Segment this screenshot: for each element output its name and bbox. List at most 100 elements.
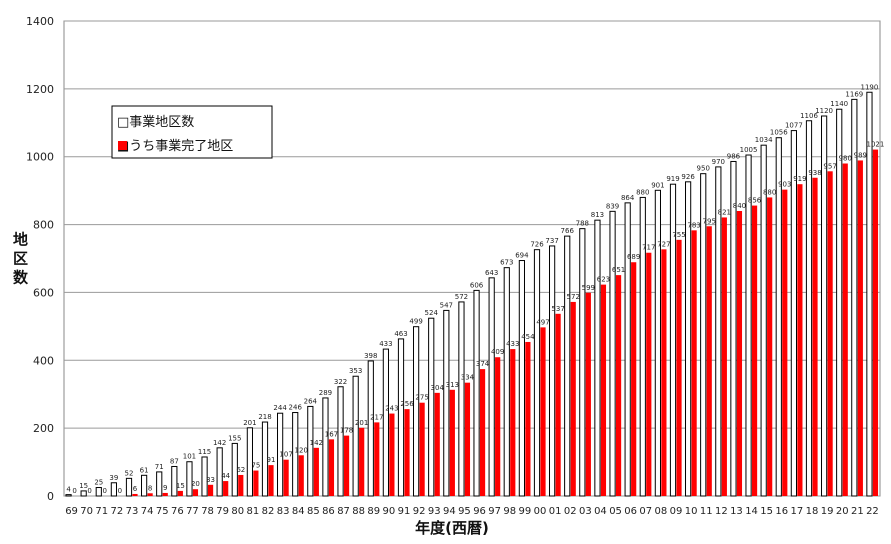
bar-completed <box>162 492 168 496</box>
data-label-total: 433 <box>379 340 392 348</box>
bar-total <box>428 317 435 497</box>
x-tick-label: 74 <box>141 506 154 517</box>
x-tick-label: 20 <box>836 506 849 517</box>
bar-completed <box>872 149 879 496</box>
data-label-total: 87 <box>170 457 179 465</box>
data-label-completed: 1021 <box>867 141 885 149</box>
data-label-total: 39 <box>109 474 118 482</box>
bar-total <box>488 277 495 497</box>
data-label-total: 398 <box>364 352 377 360</box>
bar-completed <box>207 484 214 496</box>
data-label-total: 901 <box>651 181 664 189</box>
bar-total <box>715 166 722 497</box>
bar-total <box>594 219 601 497</box>
x-tick-label: 76 <box>171 506 184 517</box>
data-label-completed: 91 <box>267 456 276 464</box>
bar-total <box>669 183 677 497</box>
data-label-completed: 755 <box>672 231 685 239</box>
bar-completed <box>842 163 848 496</box>
data-label-total: 813 <box>591 211 604 219</box>
data-label-total: 264 <box>304 397 318 405</box>
x-tick-label: 22 <box>866 506 879 517</box>
x-tick-label: 17 <box>791 506 804 517</box>
data-label-completed: 374 <box>476 360 490 368</box>
data-label-total: 1140 <box>830 100 848 108</box>
x-tick-label: 75 <box>156 506 169 517</box>
data-label-completed: 243 <box>385 405 398 413</box>
data-label-completed: 62 <box>236 466 245 474</box>
y-tick-label: 400 <box>33 354 54 367</box>
x-tick-label: 71 <box>95 506 108 517</box>
x-tick-label: 80 <box>231 506 244 517</box>
data-label-total: 986 <box>727 152 741 160</box>
x-tick-label: 79 <box>216 506 229 517</box>
bar-total <box>866 91 873 497</box>
bar-total <box>307 405 314 497</box>
y-tick-label: 200 <box>33 422 54 435</box>
bar-total <box>231 442 238 497</box>
data-label-completed: 651 <box>612 266 625 274</box>
x-tick-label: 98 <box>503 506 516 517</box>
x-tick-label: 11 <box>700 506 713 517</box>
bar-completed <box>449 389 455 496</box>
x-tick-label: 77 <box>186 506 199 517</box>
x-tick-label: 88 <box>352 506 365 517</box>
data-label-total: 673 <box>500 259 513 267</box>
data-label-completed: 433 <box>506 340 519 348</box>
data-label-total: 839 <box>606 202 619 210</box>
data-label-completed: 44 <box>221 472 230 480</box>
data-label-total: 499 <box>409 318 422 326</box>
data-label-total: 246 <box>289 404 303 412</box>
x-axis-title: 年度(西暦) <box>415 519 489 537</box>
x-tick-labels: 69 70 71 72 73 74 75 76 77 78 79 80 81 82 83 84 85 86 87 88… <box>65 506 879 517</box>
x-tick-label: 82 <box>262 506 275 517</box>
data-label-completed: 783 <box>687 221 700 229</box>
data-label-total: 4 <box>66 486 71 494</box>
data-label-completed: 334 <box>461 374 475 382</box>
data-label-total: 547 <box>440 301 453 309</box>
legend-swatch-completed <box>118 141 127 150</box>
x-tick-label: 05 <box>609 506 622 517</box>
bar-total <box>805 120 813 497</box>
legend: □事業地区数 ■うち事業完了地区 <box>111 105 273 159</box>
data-label-total: 970 <box>712 158 725 166</box>
x-tick-label: 03 <box>579 506 592 517</box>
data-label-completed: 454 <box>521 333 535 341</box>
bar-completed <box>404 409 410 496</box>
y-tick-labels: 0 200 400 600 800 1000 1200 1400 <box>26 15 54 503</box>
bar-completed <box>857 160 863 497</box>
data-label-total: 244 <box>273 404 287 412</box>
data-label-completed: 938 <box>808 169 821 177</box>
x-tick-label: 12 <box>715 506 728 517</box>
bar-completed <box>177 490 183 496</box>
bar-completed <box>253 470 259 496</box>
bar-completed <box>615 275 622 496</box>
data-label-completed: 304 <box>431 384 445 392</box>
bar-completed <box>510 349 516 496</box>
data-label-total: 101 <box>183 453 196 461</box>
x-tick-label: 89 <box>367 506 380 517</box>
y-tick-label: 800 <box>33 219 54 232</box>
bar-completed <box>585 292 591 496</box>
data-label-total: 950 <box>697 165 710 173</box>
x-tick-label: 87 <box>337 506 350 517</box>
x-tick-label: 08 <box>655 506 668 517</box>
x-tick-label: 86 <box>322 506 335 517</box>
bar-completed <box>479 369 486 496</box>
x-tick-label: 14 <box>745 506 758 517</box>
bar-total <box>685 181 692 497</box>
x-tick-label: 16 <box>775 506 788 517</box>
data-label-total: 606 <box>470 281 484 289</box>
bar-completed <box>827 171 833 496</box>
bar-total <box>171 465 178 497</box>
x-tick-label: 07 <box>639 506 652 517</box>
y-tick-label: 1000 <box>26 151 54 164</box>
data-label-completed: 623 <box>597 276 610 284</box>
bar-total <box>110 482 117 497</box>
x-tick-label: 15 <box>760 506 773 517</box>
bar-total <box>261 421 269 497</box>
x-tick-label: 73 <box>126 506 139 517</box>
data-label-completed: 107 <box>279 451 292 459</box>
x-tick-label: 70 <box>80 506 93 517</box>
bar-total <box>95 487 102 497</box>
